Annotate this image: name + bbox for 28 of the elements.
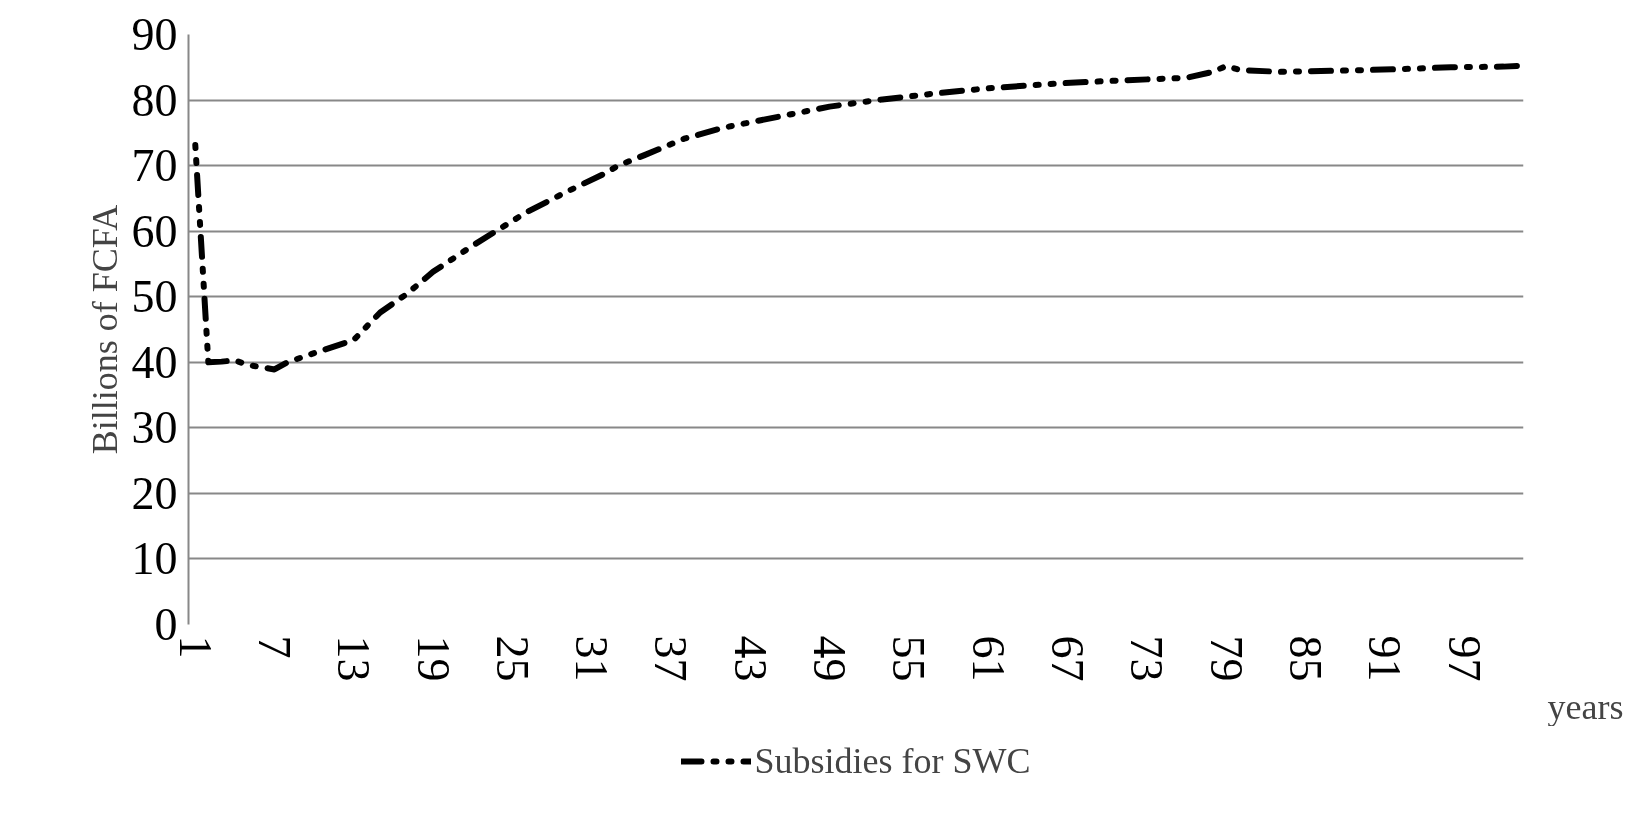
x-tick-label: 43 — [724, 635, 776, 682]
y-tick-label: 40 — [131, 336, 178, 388]
x-tick-label: 13 — [328, 635, 380, 682]
x-tick-label: 73 — [1121, 635, 1173, 682]
x-tick-label: 61 — [962, 635, 1014, 682]
x-tick-label: 79 — [1200, 635, 1252, 682]
y-tick-label: 50 — [131, 271, 178, 323]
x-tick-label: 97 — [1438, 635, 1490, 682]
x-axis-title: years — [1547, 686, 1624, 727]
y-tick-label: 70 — [131, 140, 178, 192]
y-tick-label: 30 — [131, 402, 178, 454]
y-tick-label: 90 — [131, 9, 178, 60]
y-tick-label: 80 — [131, 74, 178, 126]
x-tick-label: 19 — [407, 635, 459, 682]
x-tick-label: 55 — [883, 635, 935, 682]
x-tick-label: 25 — [486, 635, 538, 682]
x-tick-label: 49 — [804, 635, 856, 682]
x-tick-label: 85 — [1279, 635, 1331, 682]
x-tick-label: 37 — [645, 635, 697, 682]
y-tick-label: 60 — [131, 205, 178, 257]
x-tick-label: 91 — [1359, 635, 1411, 682]
y-tick-label: 20 — [131, 467, 178, 519]
legend-label: Subsidies for SWC — [754, 740, 1031, 782]
y-tick-label: 10 — [131, 533, 178, 585]
x-tick-label: 67 — [1041, 635, 1093, 682]
x-tick-label: 7 — [248, 635, 300, 659]
x-tick-label: 31 — [566, 635, 618, 682]
y-axis-title: Billions of FCFA — [84, 204, 125, 455]
